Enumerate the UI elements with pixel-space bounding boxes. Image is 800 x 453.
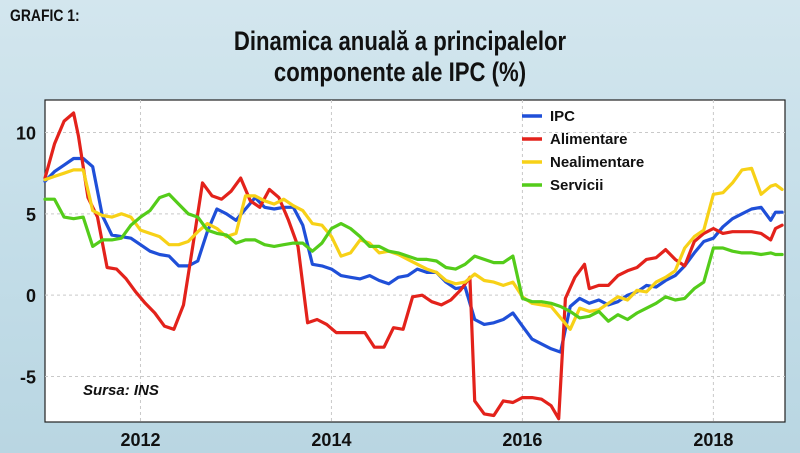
y-tick-label-0: 0 — [26, 286, 36, 306]
x-tick-label-2018: 2018 — [693, 430, 733, 450]
legend-label-ipc: IPC — [550, 108, 575, 125]
chart-title: Dinamica anuală a principalelor componen… — [72, 26, 728, 88]
figure-label: GRAFIC 1: — [10, 6, 80, 25]
y-tick-label-10: 10 — [16, 124, 36, 144]
legend: IPC Alimentare Nealimentare Servicii — [522, 108, 644, 194]
legend-label-nealimentare: Nealimentare — [550, 154, 644, 171]
series-line-alimentare — [43, 111, 784, 421]
plot-area — [44, 99, 786, 423]
legend-label-alimentare: Alimentare — [550, 131, 628, 148]
axis-ticks: 2012 2014 2016 2018 10 5 0 -5 — [16, 124, 733, 450]
y-tick-label-5: 5 — [26, 205, 36, 225]
y-tick-label--5: -5 — [20, 367, 36, 387]
legend-label-servicii: Servicii — [550, 177, 603, 194]
x-tick-label-2012: 2012 — [120, 430, 160, 450]
series-lines — [43, 111, 784, 421]
x-tick-label-2016: 2016 — [502, 430, 542, 450]
series-line-servicii — [43, 192, 784, 323]
source-note: Sursa: INS — [83, 382, 159, 399]
chart-title-line-1: Dinamica anuală a principalelor — [233, 26, 567, 56]
series-line-ipc — [43, 156, 784, 354]
series-line-nealimentare — [43, 166, 784, 331]
chart-title-line-2: componente ale IPC (%) — [273, 57, 527, 87]
x-tick-label-2014: 2014 — [311, 430, 351, 450]
